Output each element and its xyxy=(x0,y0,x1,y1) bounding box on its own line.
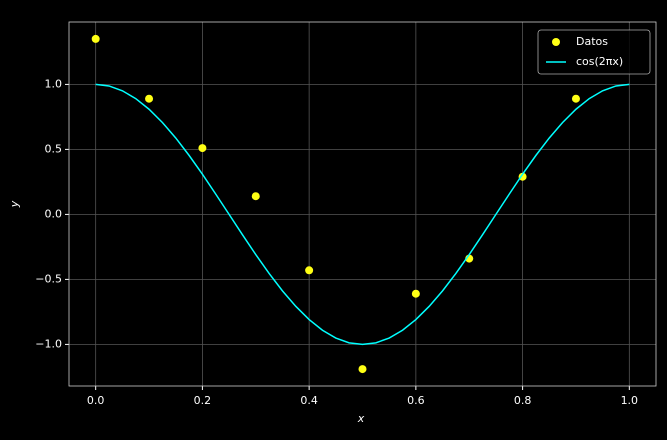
plot-frame xyxy=(68,21,657,387)
legend-label: Datos xyxy=(576,35,608,48)
x-tick-label: 0.8 xyxy=(514,394,532,407)
data-point xyxy=(305,266,314,275)
data-point xyxy=(518,172,527,181)
data-point xyxy=(411,289,420,298)
legend-marker xyxy=(552,38,560,46)
data-point xyxy=(358,365,367,374)
x-tick-label: 0.6 xyxy=(407,394,425,407)
x-tick-label: 0.2 xyxy=(194,394,212,407)
data-point xyxy=(251,192,260,201)
legend-box xyxy=(537,29,651,75)
data-point xyxy=(571,94,580,103)
y-tick-label: 0.0 xyxy=(45,207,63,220)
data-line xyxy=(95,83,630,346)
x-tick-label: 0.4 xyxy=(300,394,318,407)
x-tick-label: 0.0 xyxy=(87,394,105,407)
y-tick-label: −1.0 xyxy=(35,337,62,350)
data-point xyxy=(198,144,207,153)
y-tick-label: −0.5 xyxy=(35,272,62,285)
data-point xyxy=(91,34,100,43)
y-tick-label: 1.0 xyxy=(45,77,63,90)
x-axis-label: x xyxy=(357,412,365,425)
legend-label: cos(2πx) xyxy=(576,55,623,68)
x-tick-label: 1.0 xyxy=(621,394,639,407)
data-point xyxy=(145,94,154,103)
y-axis-label: y xyxy=(8,200,21,208)
y-tick-label: 0.5 xyxy=(45,142,63,155)
